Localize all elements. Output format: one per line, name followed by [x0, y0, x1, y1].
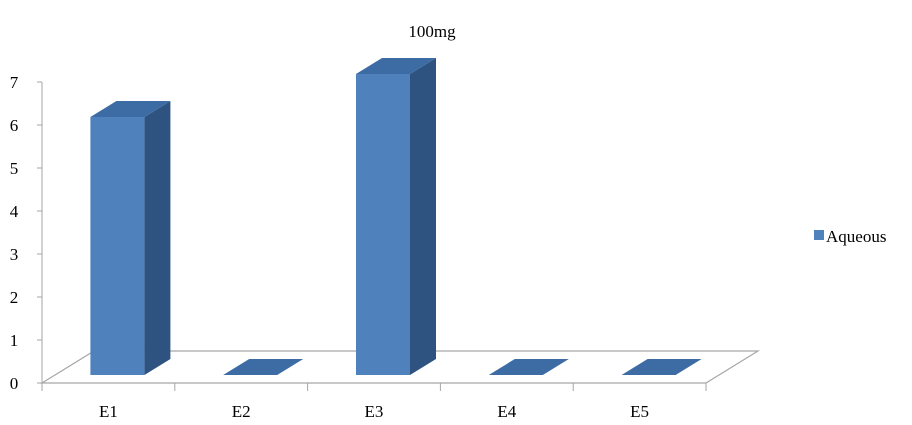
bars — [90, 58, 702, 375]
x-tick-label: E1 — [99, 402, 118, 421]
y-tick-label: 5 — [10, 159, 19, 178]
x-tick-label: E2 — [232, 402, 251, 421]
legend-label: Aqueous — [826, 227, 886, 246]
bar — [488, 359, 569, 375]
bar — [621, 359, 702, 375]
y-tick-label: 6 — [10, 116, 19, 135]
bar — [90, 101, 171, 375]
bar — [223, 359, 304, 375]
y-tick-label: 1 — [10, 331, 19, 350]
y-tick-label: 7 — [10, 73, 19, 92]
chart-title: 100mg — [408, 22, 456, 41]
x-tick-label: E3 — [365, 402, 384, 421]
legend-swatch — [814, 230, 824, 240]
legend: Aqueous — [814, 227, 886, 246]
x-tick-label: E5 — [630, 402, 649, 421]
y-tick-label: 0 — [10, 374, 19, 393]
x-tick-label: E4 — [497, 402, 516, 421]
bar — [356, 58, 436, 375]
y-tick-label: 4 — [10, 202, 19, 221]
y-tick-label: 3 — [10, 245, 19, 264]
y-tick-label: 2 — [10, 288, 19, 307]
axes: 0 1 2 3 4 5 6 7 E1 E2 E3 E4 E5 — [10, 73, 707, 421]
